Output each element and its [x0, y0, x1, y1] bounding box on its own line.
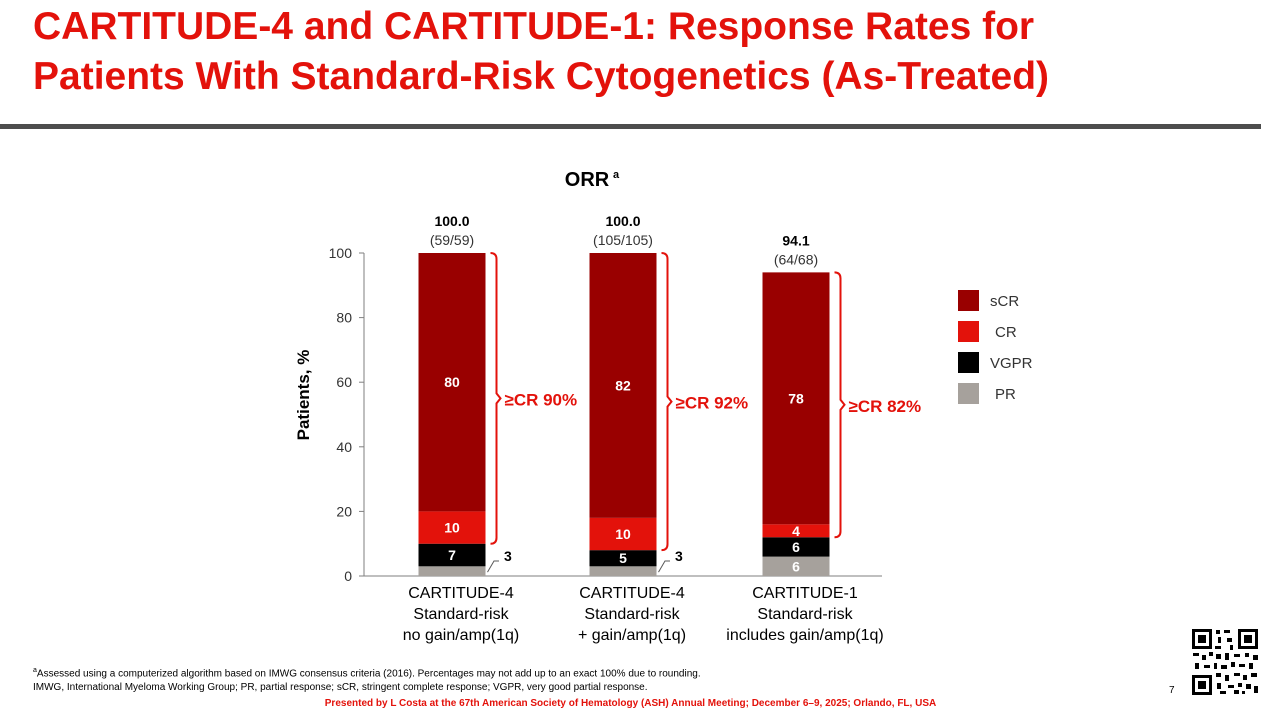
- bar-segment-pr: [418, 566, 486, 576]
- x-category-label: no gain/amp(1q): [403, 627, 520, 644]
- y-tick-label: 60: [336, 374, 352, 390]
- legend-swatch-vgpr: [958, 352, 979, 373]
- legend-label: VGPR: [990, 355, 1033, 372]
- presented-by: Presented by L Costa at the 67th America…: [324, 698, 937, 709]
- y-axis-label: Patients, %: [294, 350, 313, 441]
- x-category-label: CARTITUDE-4: [408, 585, 514, 602]
- bar-segment-pr: [762, 556, 830, 576]
- bar-data-label: 3: [675, 548, 683, 564]
- qr-code-icon[interactable]: [1190, 627, 1260, 697]
- legend-label: PR: [995, 386, 1016, 403]
- y-tick-label: 40: [336, 439, 352, 455]
- bar-total-fraction: (105/105): [593, 232, 653, 248]
- bar-data-label: 78: [788, 390, 804, 406]
- legend-swatch-pr: [958, 383, 979, 404]
- bar-segment-scr: [418, 253, 486, 512]
- footnote: aAssessed using a computerized algorithm…: [33, 664, 701, 695]
- cr-bracket: [661, 252, 673, 552]
- cr-bracket-label: ≥CR 92%: [676, 394, 749, 413]
- title-line-2: Patients With Standard-Risk Cytogenetics…: [33, 55, 1049, 98]
- cr-bracket: [834, 271, 846, 539]
- bar-data-label: 82: [615, 377, 631, 393]
- cr-bracket-label: ≥CR 82%: [849, 397, 922, 416]
- bar-data-label: 3: [504, 548, 512, 564]
- footnote-line-1: aAssessed using a computerized algorithm…: [33, 664, 701, 681]
- cr-bracket: [490, 252, 502, 545]
- bar-segment-vgpr: [762, 537, 830, 557]
- bar-data-label: 6: [792, 558, 800, 574]
- page-number: 7: [1169, 685, 1175, 696]
- bar-data-label: 5: [619, 550, 627, 566]
- bar-data-label: 7: [448, 547, 456, 563]
- x-category-label: Standard-risk: [757, 606, 853, 623]
- chart-title: ORR: [565, 169, 610, 191]
- chart-title-superscript: a: [613, 169, 620, 181]
- y-tick-label: 80: [336, 310, 352, 326]
- x-category-label: Standard-risk: [413, 606, 509, 623]
- bar-segment-cr: [589, 517, 657, 551]
- pr-callout-line: [487, 560, 499, 573]
- bar-segment-cr: [418, 511, 486, 544]
- x-category-label: CARTITUDE-4: [579, 585, 685, 602]
- bar-total-value: 100.0: [434, 213, 469, 229]
- x-category-label: Standard-risk: [584, 606, 680, 623]
- legend-label: sCR: [990, 293, 1019, 310]
- y-tick-label: 0: [344, 568, 352, 584]
- title-line-1: CARTITUDE-4 and CARTITUDE-1: Response Ra…: [33, 5, 1035, 48]
- footnote-line-2: IMWG, International Myeloma Working Grou…: [33, 682, 648, 694]
- bar-segment-scr: [762, 272, 830, 525]
- bar-data-label: 10: [615, 526, 631, 542]
- title-divider: [0, 124, 1261, 129]
- pr-callout-line: [658, 560, 670, 573]
- x-category-label: + gain/amp(1q): [578, 627, 686, 644]
- slide-title: CARTITUDE-4 and CARTITUDE-1: Response Ra…: [33, 2, 1233, 102]
- bar-total-value: 100.0: [605, 213, 640, 229]
- y-tick-label: 20: [336, 503, 352, 519]
- x-category-label: CARTITUDE-1: [752, 585, 858, 602]
- bar-data-label: 80: [444, 374, 460, 390]
- bar-data-label: 4: [792, 523, 800, 539]
- bar-segment-vgpr: [589, 550, 657, 567]
- legend-label: CR: [995, 324, 1017, 341]
- bar-total-fraction: (59/59): [430, 232, 474, 248]
- bar-total-value: 94.1: [782, 232, 809, 248]
- x-category-label: includes gain/amp(1q): [726, 627, 883, 644]
- y-tick-label: 100: [329, 245, 353, 261]
- bar-segment-vgpr: [418, 543, 486, 567]
- footnote-marker: a: [33, 667, 37, 674]
- bar-data-label: 10: [444, 520, 460, 536]
- legend-swatch-scr: [958, 290, 979, 311]
- cr-bracket-label: ≥CR 90%: [505, 390, 578, 409]
- bar-segment-cr: [762, 524, 830, 538]
- bar-segment-scr: [589, 253, 657, 518]
- legend-swatch-cr: [958, 321, 979, 342]
- bar-data-label: 6: [792, 539, 800, 555]
- footnote-text-1: Assessed using a computerized algorithm …: [36, 668, 701, 680]
- bar-total-fraction: (64/68): [774, 251, 818, 267]
- bar-segment-pr: [589, 566, 657, 576]
